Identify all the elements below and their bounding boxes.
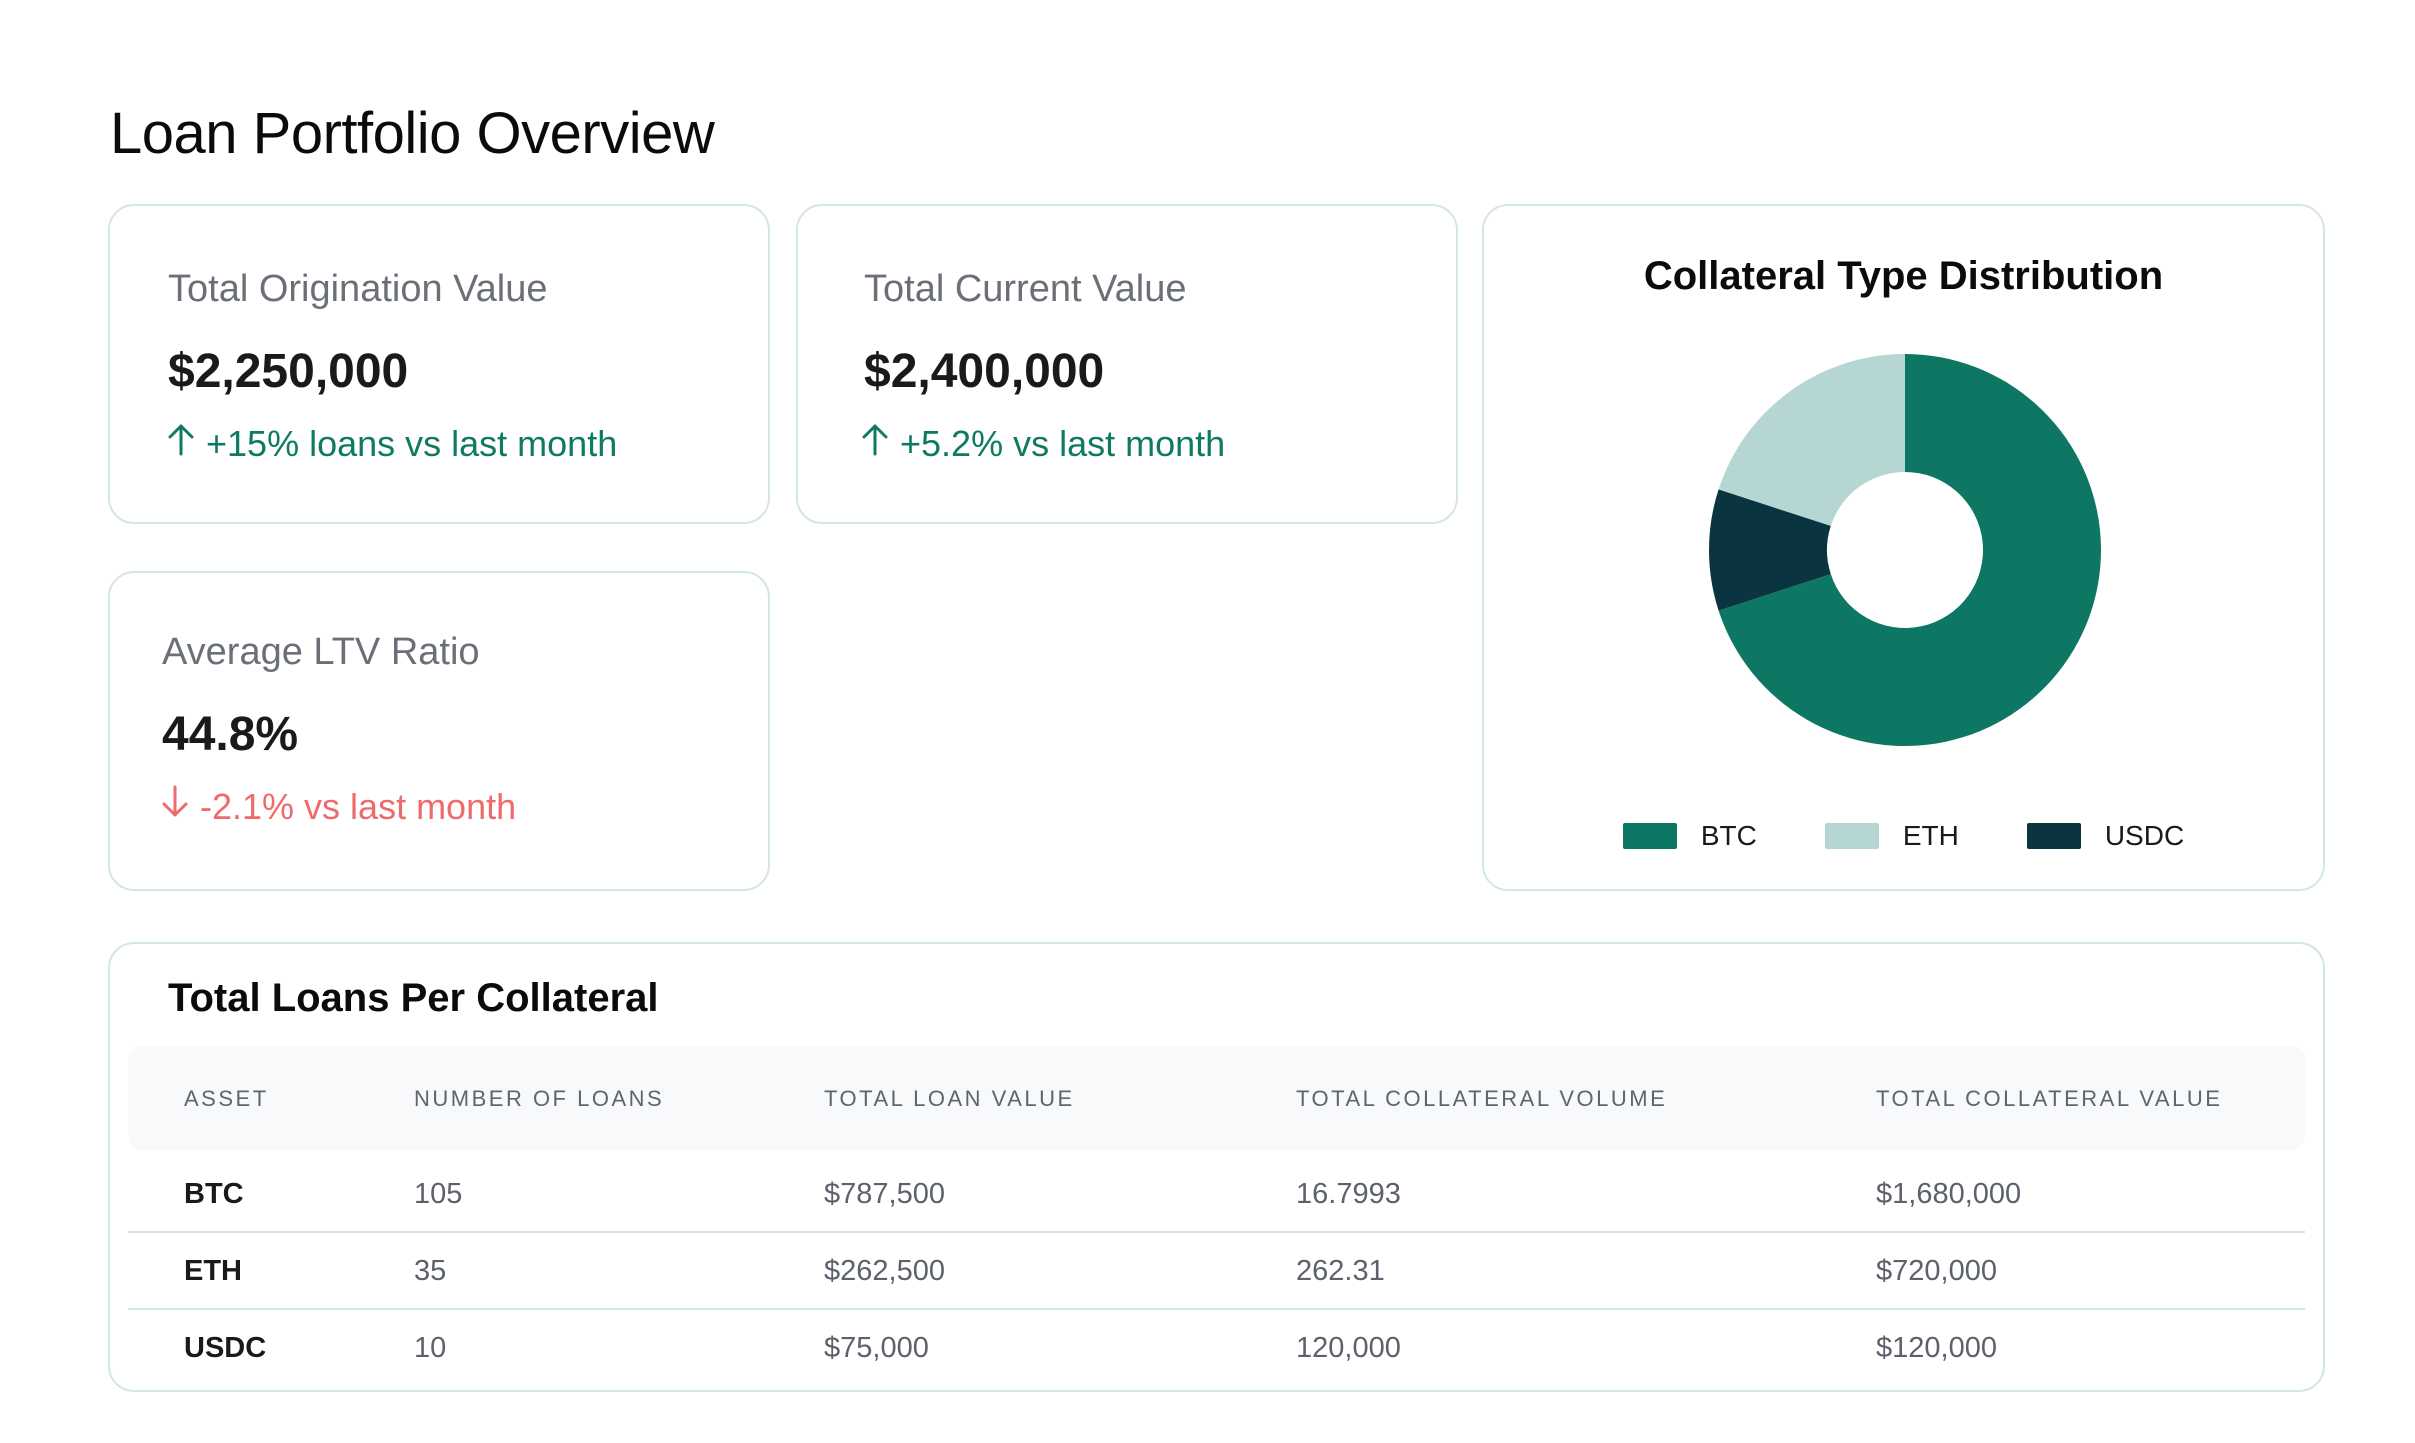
chart-legend: BTC ETH USDC bbox=[1484, 820, 2323, 852]
cell-number-of-loans: 35 bbox=[414, 1255, 447, 1287]
collateral-distribution-card: Collateral Type Distribution BTC ETH USD… bbox=[1482, 204, 2325, 891]
legend-swatch-usdc bbox=[2026, 823, 2081, 849]
current-value-change: +5.2% vs last month bbox=[860, 422, 1225, 465]
table-row: BTC 105 $787,500 16.7993 $1,680,000 bbox=[128, 1156, 2305, 1233]
current-value-value: $2,400,000 bbox=[864, 345, 1105, 398]
cell-total-collateral-value: $720,000 bbox=[1876, 1255, 1997, 1287]
legend-label-usdc: USDC bbox=[2104, 820, 2185, 851]
ltv-change-text: -2.1% vs last month bbox=[200, 785, 517, 827]
chart-title: Collateral Type Distribution bbox=[1643, 254, 2164, 298]
cell-total-collateral-volume: 16.7993 bbox=[1296, 1178, 1401, 1210]
origination-card: Total Origination Value $2,250,000 +15% … bbox=[108, 204, 770, 524]
cell-asset: BTC bbox=[184, 1178, 244, 1210]
arrow-up-icon bbox=[860, 422, 890, 465]
legend-label-eth: ETH bbox=[1902, 820, 1959, 851]
table-row: ETH 35 $262,500 262.31 $720,000 bbox=[128, 1233, 2305, 1310]
donut-slice-usdc bbox=[1709, 489, 1831, 611]
ltv-label: Average LTV Ratio bbox=[162, 631, 480, 673]
cell-total-loan-value: $787,500 bbox=[824, 1178, 945, 1210]
table-title: Total Loans Per Collateral bbox=[168, 976, 659, 1020]
column-header-total-collateral-volume: TOTAL COLLATERAL VOLUME bbox=[1296, 1086, 1668, 1111]
legend-swatch-btc bbox=[1622, 823, 1677, 849]
loans-per-collateral-card: Total Loans Per Collateral ASSET NUMBER … bbox=[108, 942, 2325, 1392]
origination-value: $2,250,000 bbox=[168, 345, 409, 398]
cell-number-of-loans: 105 bbox=[414, 1178, 463, 1210]
cell-number-of-loans: 10 bbox=[414, 1332, 447, 1364]
legend-item-eth: ETH bbox=[1824, 820, 1959, 852]
ltv-card: Average LTV Ratio 44.8% -2.1% vs last mo… bbox=[108, 571, 770, 891]
page-title: Loan Portfolio Overview bbox=[110, 101, 715, 166]
table-row: USDC 10 $75,000 120,000 $120,000 bbox=[128, 1310, 2305, 1387]
cell-total-collateral-value: $1,680,000 bbox=[1876, 1178, 2022, 1210]
column-header-total-collateral-value: TOTAL COLLATERAL VALUE bbox=[1876, 1086, 2223, 1111]
current-value-label: Total Current Value bbox=[864, 268, 1187, 310]
cell-total-loan-value: $262,500 bbox=[824, 1255, 945, 1287]
donut-slice-eth bbox=[1718, 354, 1905, 526]
current-value-change-text: +5.2% vs last month bbox=[900, 422, 1226, 464]
ltv-change: -2.1% vs last month bbox=[160, 785, 516, 828]
legend-swatch-eth bbox=[1824, 823, 1879, 849]
cell-total-collateral-value: $120,000 bbox=[1876, 1332, 1997, 1364]
origination-change-text: +15% loans vs last month bbox=[206, 422, 618, 464]
column-header-total-loan-value: TOTAL LOAN VALUE bbox=[824, 1086, 1075, 1111]
cell-asset: ETH bbox=[184, 1255, 242, 1287]
cell-total-collateral-volume: 120,000 bbox=[1296, 1332, 1401, 1364]
ltv-value: 44.8% bbox=[162, 708, 299, 761]
donut-chart bbox=[1709, 354, 2101, 747]
current-value-card: Total Current Value $2,400,000 +5.2% vs … bbox=[796, 204, 1458, 524]
legend-item-btc: BTC bbox=[1622, 820, 1757, 852]
origination-change: +15% loans vs last month bbox=[166, 422, 617, 465]
cell-total-collateral-volume: 262.31 bbox=[1296, 1255, 1385, 1287]
column-header-number-of-loans: NUMBER OF LOANS bbox=[414, 1086, 665, 1111]
arrow-down-icon bbox=[160, 785, 190, 828]
donut-slice-btc bbox=[1718, 354, 2101, 747]
arrow-up-icon bbox=[166, 422, 196, 465]
legend-item-usdc: USDC bbox=[2026, 820, 2185, 852]
legend-label-btc: BTC bbox=[1700, 820, 1757, 851]
cell-total-loan-value: $75,000 bbox=[824, 1332, 929, 1364]
table-header: ASSET NUMBER OF LOANS TOTAL LOAN VALUE T… bbox=[128, 1046, 2305, 1150]
origination-label: Total Origination Value bbox=[168, 268, 548, 310]
column-header-asset: ASSET bbox=[184, 1086, 269, 1111]
cell-asset: USDC bbox=[184, 1332, 267, 1364]
